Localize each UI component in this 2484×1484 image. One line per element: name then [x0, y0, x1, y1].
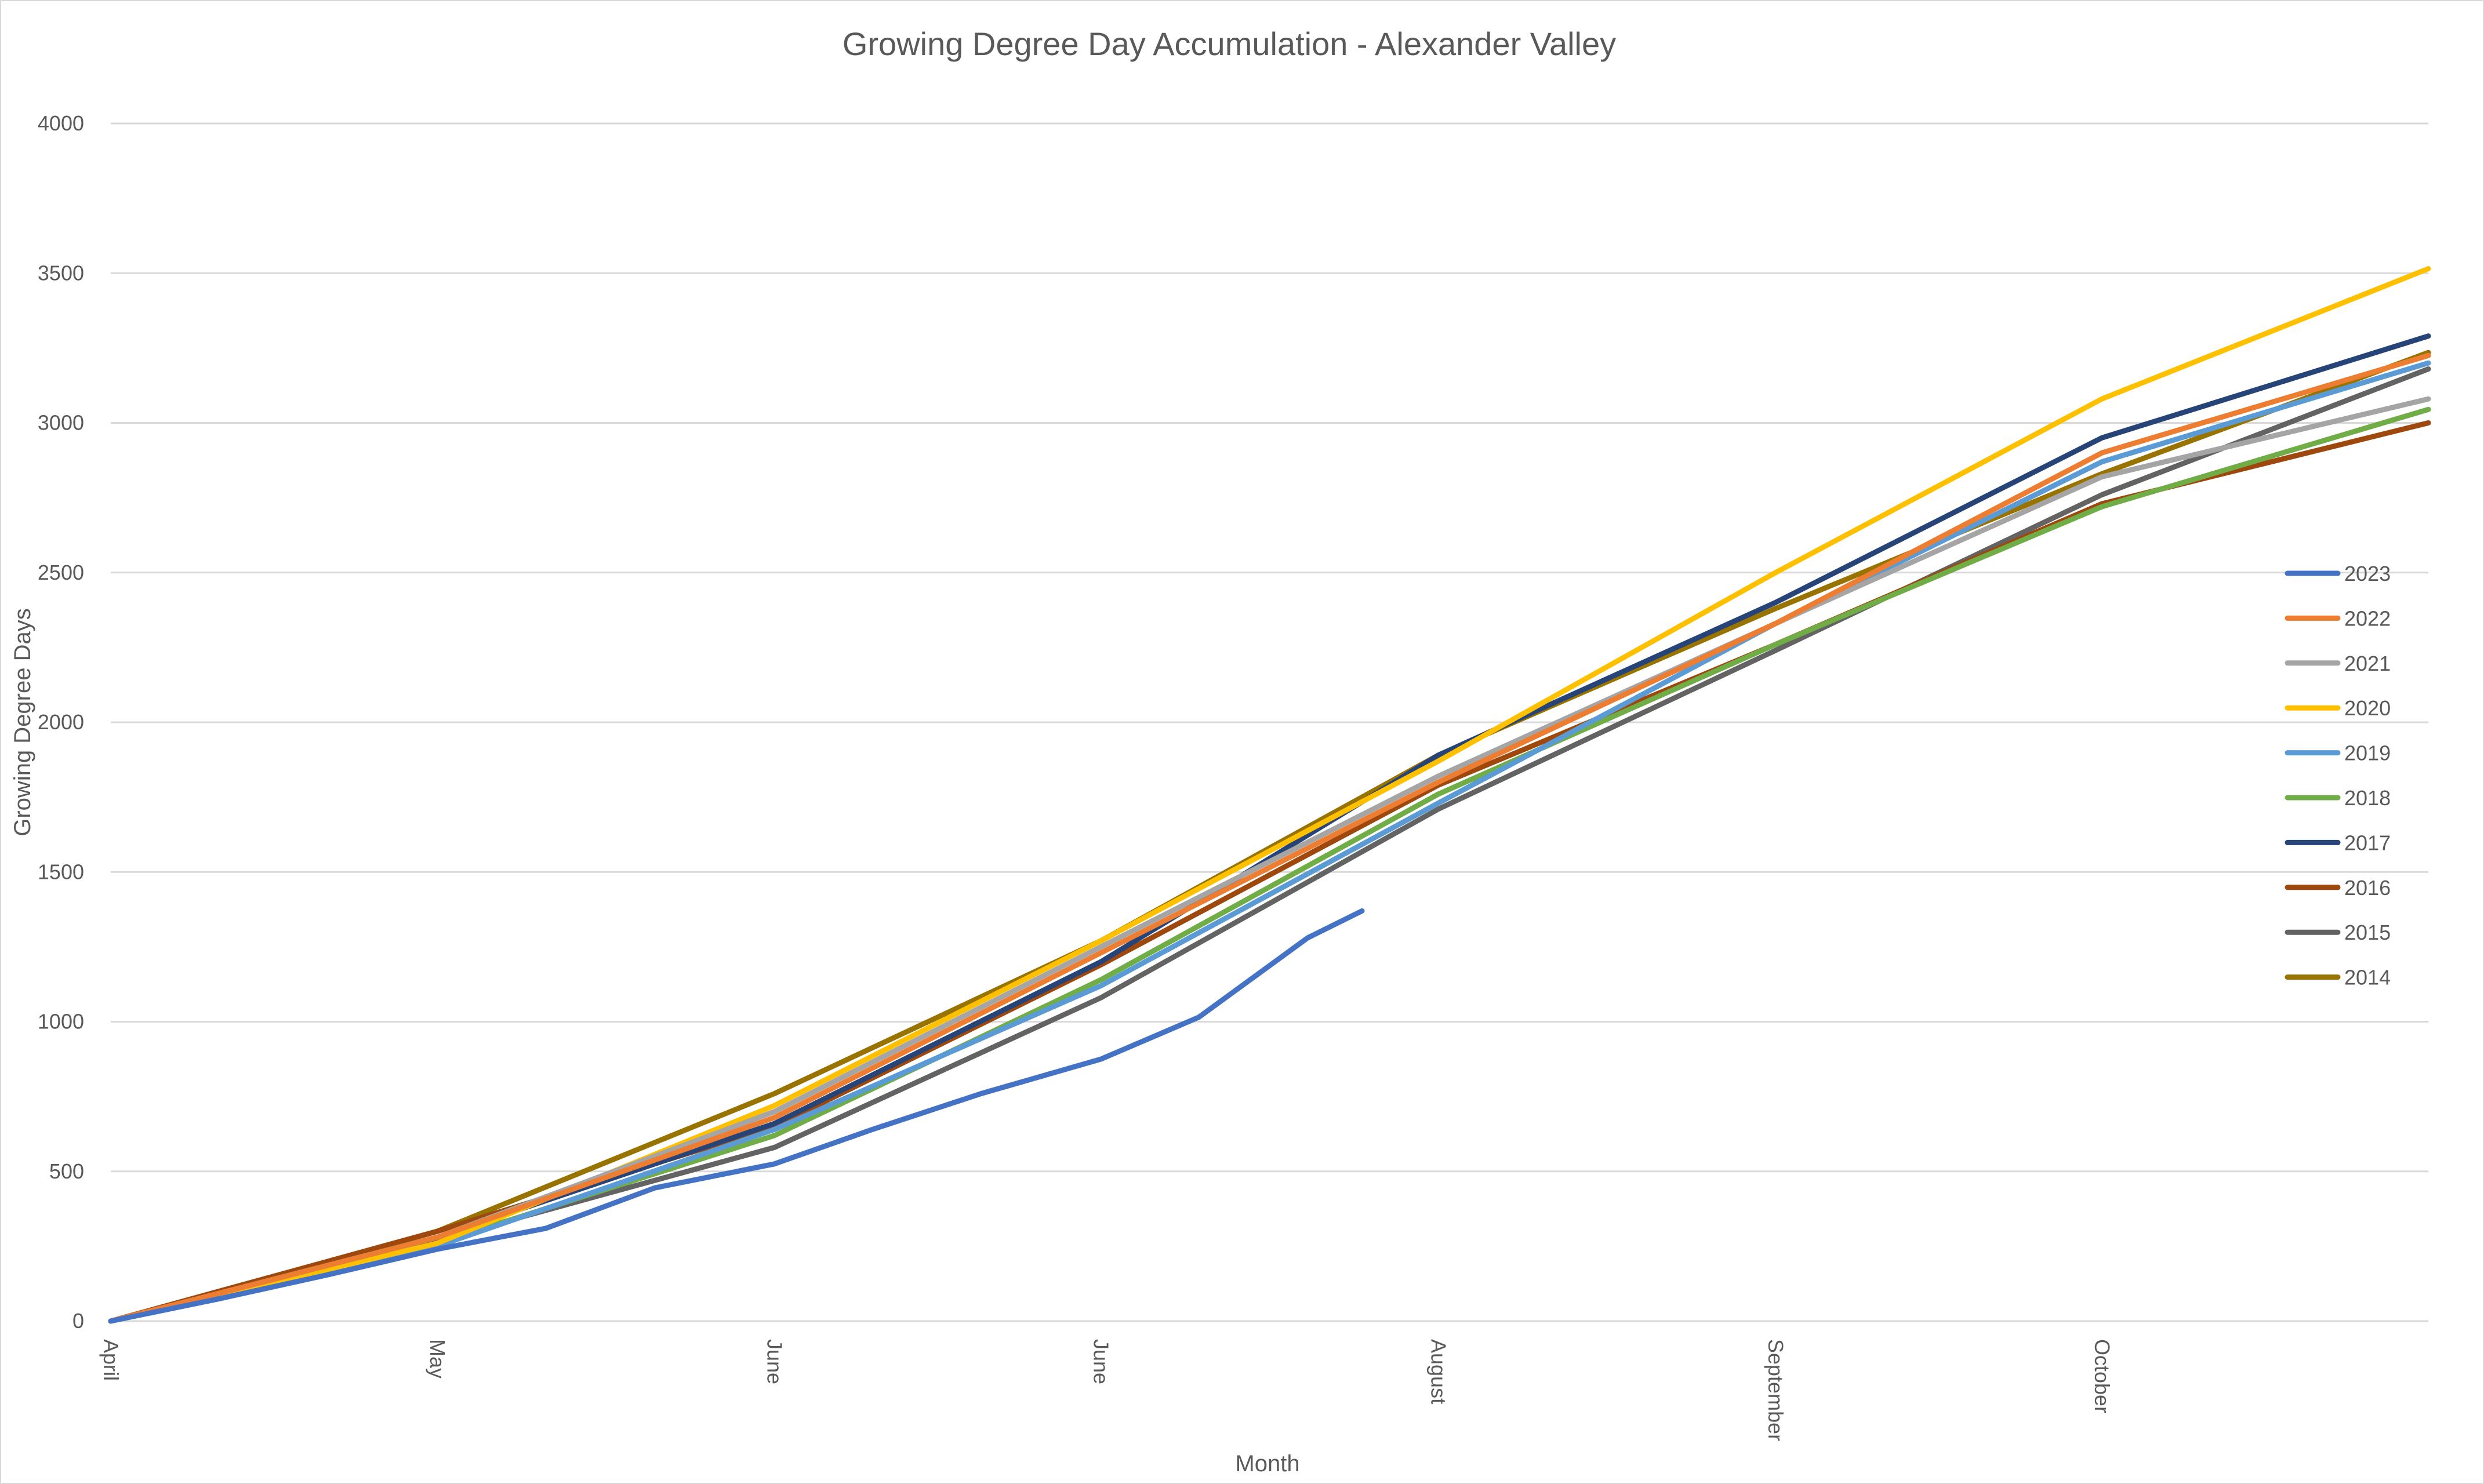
legend-item-2018: 2018	[2285, 786, 2391, 810]
y-tick-label: 3500	[38, 261, 84, 285]
x-tick-label: June	[1090, 1339, 1113, 1384]
x-tick-label: September	[1764, 1339, 1788, 1441]
legend-item-2019: 2019	[2285, 741, 2391, 765]
legend-item-2016: 2016	[2285, 876, 2391, 900]
series-line-2021	[108, 396, 2431, 1324]
x-tick-label: October	[2090, 1339, 2114, 1413]
legend-item-2015: 2015	[2285, 921, 2391, 944]
x-tick-label: May	[426, 1339, 449, 1378]
legend-item-2014: 2014	[2285, 966, 2391, 990]
y-tick-label: 2500	[38, 561, 84, 584]
legend-item-2020: 2020	[2285, 696, 2391, 720]
series-line-2020	[108, 266, 2431, 1324]
series-line-2022	[108, 352, 2431, 1324]
legend-label: 2018	[2344, 786, 2391, 810]
x-tick-label: April	[99, 1339, 123, 1381]
x-tick-label: June	[763, 1339, 787, 1384]
legend-item-2017: 2017	[2285, 831, 2391, 854]
legend-label: 2020	[2344, 696, 2391, 720]
y-tick-label: 0	[72, 1309, 84, 1333]
legend-label: 2016	[2344, 876, 2391, 900]
legend-label: 2023	[2344, 562, 2391, 585]
y-tick-label: 3000	[38, 411, 84, 435]
y-tick-label: 2000	[38, 710, 84, 734]
legend-label: 2015	[2344, 921, 2391, 944]
legend-item-2023: 2023	[2285, 562, 2391, 585]
legend-item-2021: 2021	[2285, 652, 2391, 675]
chart-title: Growing Degree Day Accumulation - Alexan…	[842, 26, 1616, 62]
legend-label: 2014	[2344, 966, 2391, 990]
y-tick-label: 4000	[38, 111, 84, 135]
legend-label: 2017	[2344, 831, 2391, 854]
series-line-2019	[108, 360, 2431, 1324]
x-tick-label: August	[1426, 1339, 1450, 1404]
y-tick-label: 500	[49, 1159, 84, 1183]
legend-label: 2019	[2344, 741, 2391, 765]
legend-label: 2021	[2344, 652, 2391, 675]
y-tick-label: 1000	[38, 1010, 84, 1034]
x-axis-title: Month	[1235, 1451, 1299, 1476]
legend-label: 2022	[2344, 606, 2391, 630]
y-tick-label: 1500	[38, 860, 84, 883]
series-line-2014	[108, 350, 2431, 1324]
legend-item-2022: 2022	[2285, 606, 2391, 630]
series-line-2023	[108, 908, 1365, 1324]
y-axis-title: Growing Degree Days	[10, 608, 35, 836]
